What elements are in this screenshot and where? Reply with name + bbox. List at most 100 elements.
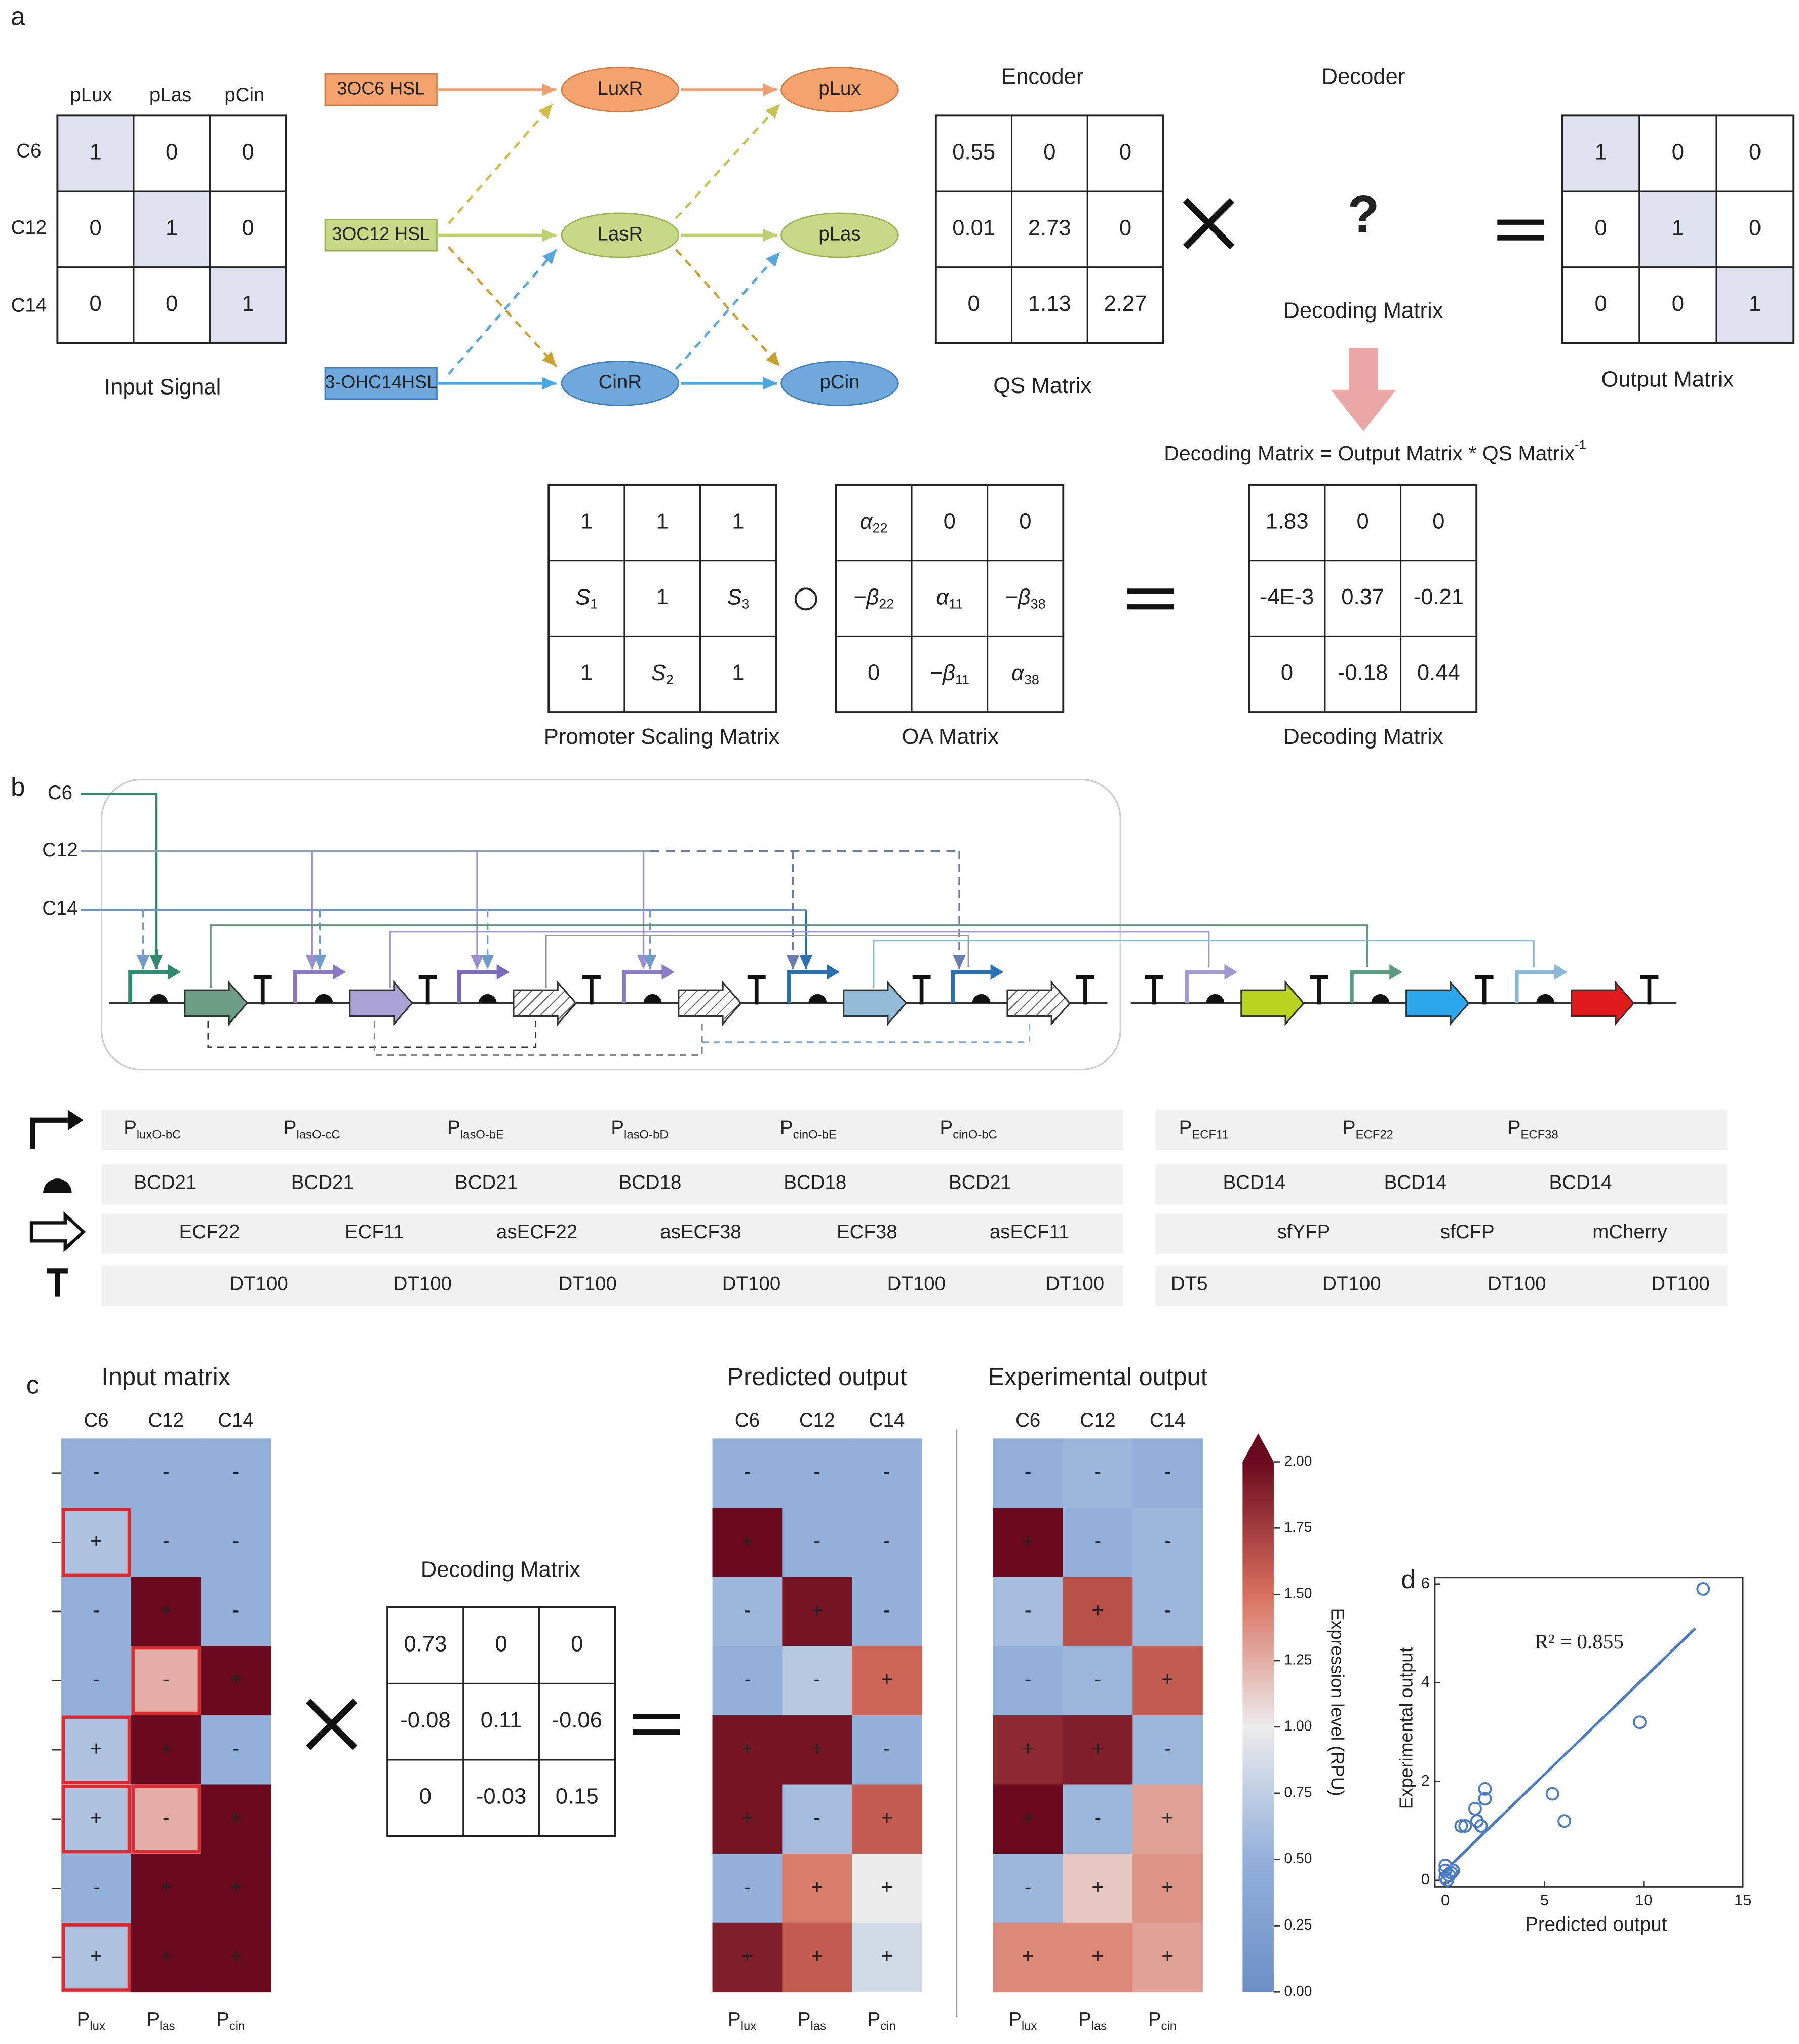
part-name-sub: cinO-bE: [793, 1128, 837, 1142]
arrow-head: [314, 955, 327, 970]
cell-label: -: [232, 1598, 240, 1622]
cell-label: -: [232, 1529, 240, 1552]
matrix-cell: α38: [1011, 661, 1039, 687]
legend-promoter-icon: [67, 1110, 84, 1131]
column-label-sub: las: [160, 2020, 175, 2033]
equals-sign: [633, 1729, 680, 1735]
cell-outline: [131, 1646, 201, 1715]
chart-title: Experimental output: [988, 1363, 1208, 1391]
matrix-frame: [1561, 114, 1795, 344]
column-label: Plas: [1078, 2009, 1107, 2033]
matrix-cell: 0: [1595, 216, 1607, 240]
matrix-cell-main: S: [727, 585, 741, 609]
cell-label: +: [90, 1944, 102, 1968]
wire: [389, 931, 1210, 988]
matrix-cell: S2: [651, 661, 674, 687]
heatmap-cell: [993, 1854, 1064, 1923]
promoter-glyph: [457, 970, 498, 1003]
arrow-line: [675, 251, 781, 370]
matrix-cell: 0: [89, 292, 101, 316]
cell-label: -: [1164, 1529, 1171, 1552]
cell-label: +: [741, 1529, 753, 1552]
part-name: PlasO-bD: [611, 1117, 668, 1142]
cell-label: -: [163, 1460, 170, 1483]
heatmap-cell: [852, 1715, 922, 1785]
cell-label: -: [163, 1806, 170, 1829]
heatmap-cell: [1132, 1577, 1203, 1646]
colorbar-tick-label: 1.00: [1284, 1717, 1312, 1734]
matrix-cell: 1: [732, 661, 744, 685]
column-label: Plux: [1008, 2009, 1037, 2033]
heatmap-cell: [61, 1438, 132, 1508]
column-header: C12: [799, 1409, 835, 1431]
cell-label: -: [1094, 1460, 1102, 1483]
caption: Input Signal: [104, 375, 221, 400]
arrow-head: [542, 228, 557, 242]
equation-superscript: -1: [1575, 438, 1586, 452]
matrix-cell: 0: [166, 292, 178, 316]
promoter-label: pLux: [818, 77, 861, 99]
wire: [210, 924, 1368, 988]
heatmap-cell: [1132, 1854, 1203, 1923]
heatmap-cell: [712, 1922, 783, 1993]
column-label: Plas: [798, 2009, 826, 2033]
cell-label: -: [744, 1598, 751, 1622]
rbs-glyph: [1206, 994, 1225, 1003]
matrix-cell-main: α: [1011, 661, 1025, 685]
caption: Decoding Matrix: [421, 1558, 580, 1582]
wire: [207, 1021, 537, 1048]
cds-glyph: [1570, 980, 1635, 1026]
column-label: Plux: [728, 2009, 756, 2033]
heatmap-cell: [1063, 1922, 1133, 1993]
cell-highlight: [1562, 115, 1639, 192]
matrix-cell-main: −β: [1005, 585, 1030, 609]
column-header: pCin: [224, 84, 264, 106]
heatmap-cell: [1132, 1715, 1203, 1785]
heatmap-cell: [131, 1784, 202, 1854]
column-label: Plux: [77, 2009, 105, 2033]
cell-outline: [61, 1508, 131, 1577]
chart-title: Predicted output: [727, 1363, 907, 1391]
matrix-cell-sub: 2: [666, 672, 674, 687]
part-name-main: P: [1508, 1117, 1521, 1139]
column-label-main: P: [77, 2009, 90, 2030]
cell-outline: [61, 1715, 131, 1784]
part-name: BCD18: [784, 1172, 846, 1194]
heatmap-cell: [201, 1438, 271, 1508]
arrow-head: [643, 955, 656, 970]
part-name: ECF38: [837, 1221, 897, 1243]
matrix-cell: 0: [968, 292, 980, 316]
matrix-cell: 0.44: [1417, 661, 1460, 685]
caption: Decoding Matrix: [1283, 725, 1443, 749]
table-band: [1155, 1266, 1728, 1306]
arrow-head: [471, 955, 484, 970]
colorbar-tick-label: 1.50: [1284, 1585, 1312, 1601]
heatmap-cell: [852, 1784, 922, 1854]
heatmap-cell: [1063, 1577, 1133, 1646]
colorbar-tick-label: 1.75: [1284, 1519, 1312, 1535]
column-label-main: P: [216, 2009, 229, 2030]
heatmap-cell: [1063, 1646, 1133, 1716]
part-name-main: P: [940, 1117, 953, 1139]
heatmap-cell: [61, 1784, 132, 1854]
data-point: [1440, 1873, 1455, 1888]
rbs-glyph: [1536, 994, 1555, 1003]
matrix-cell: −β11: [930, 661, 969, 687]
input-label: C6: [48, 782, 72, 804]
heatmap-cell: [61, 1715, 132, 1785]
part-name: ECF22: [179, 1221, 240, 1243]
heatmap-cell: [1132, 1507, 1203, 1578]
cell-label: +: [741, 1944, 753, 1968]
heatmap-cell: [782, 1784, 852, 1854]
matrix-cell-sub: 3: [741, 597, 749, 612]
column-label-main: P: [728, 2009, 741, 2030]
colorbar-cap: [1242, 1433, 1274, 1462]
cds-glyph: [843, 980, 907, 1026]
cell-label: -: [813, 1667, 820, 1691]
arrow-head: [542, 351, 557, 367]
heatmap-cell: [852, 1854, 922, 1923]
arrow-head: [542, 377, 557, 390]
part-name: PcinO-bE: [780, 1117, 837, 1142]
cell-label: -: [744, 1875, 751, 1898]
part-name: DT100: [394, 1273, 452, 1295]
